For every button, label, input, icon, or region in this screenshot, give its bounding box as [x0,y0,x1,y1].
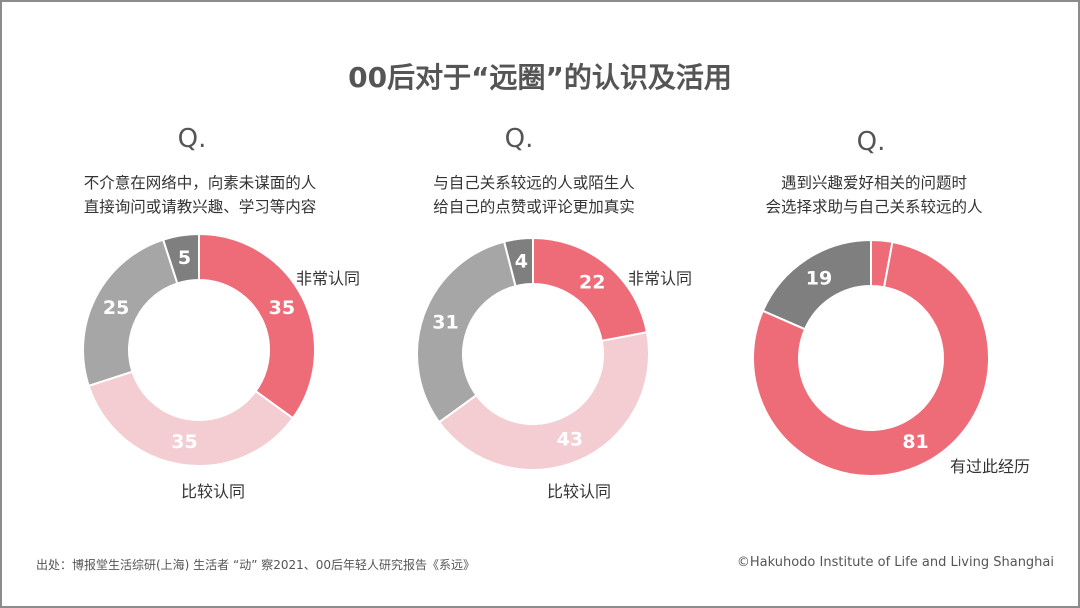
donut-3-value-label-3: 19 [806,268,832,290]
chart-2-question-line-2: 给自己的点赞或评论更加真实 [433,198,635,216]
chart-3-question: 遇到兴趣爱好相关的问题时 会选择求助与自己关系较远的人 [694,171,1054,219]
chart-2-question: 与自己关系较远的人或陌生人 给自己的点赞或评论更加真实 [354,171,714,219]
chart-3-question-line-2: 会选择求助与自己关系较远的人 [765,198,983,216]
copyright-note: ©Hakuhodo Institute of Life and Living S… [736,555,1054,570]
donut-1-category-label-1: 非常认同 [296,269,360,288]
donut-3-value-label-2: 81 [902,431,928,453]
chart-1-q-label: Q. [177,124,207,154]
donut-2-category-label-2: 比较认同 [547,482,611,501]
page-title: 00后对于“远圈”的认识及活用 [348,61,732,94]
donut-2-value-label-4: 4 [515,251,528,273]
donut-1-slice-2 [87,370,295,467]
donut-1-value-label-4: 5 [178,247,191,269]
donut-2-slice-4 [502,236,534,288]
donut-3-category-label-2: 有过此经历 [950,457,1030,476]
donut-2-value-label-2: 43 [557,428,583,450]
donut-1-value-label-1: 35 [269,297,295,319]
donut-2-value-label-3: 31 [432,311,458,333]
source-note: 出处：博报堂生活综研(上海) 生活者 “动” 察2021、00后年轻人研究报告《… [36,558,476,572]
chart-1-question-line-1: 不介意在网络中，向素未谋面的人 [83,174,317,192]
donut-1-value-label-3: 25 [103,297,129,319]
donut-chart-3: 81 19 有过此经历 [752,238,1030,477]
donut-1-category-label-2: 比较认同 [181,482,245,501]
donut-3-slice-2 [752,240,990,477]
donut-3-slice-3 [761,238,872,331]
donut-2-value-label-1: 22 [579,271,605,293]
donut-1-slice-1 [198,232,316,420]
chart-2-question-line-1: 与自己关系较远的人或陌生人 [433,174,635,192]
donut-1-value-label-2: 35 [171,431,197,453]
chart-3-question-line-1: 遇到兴趣爱好相关的问题时 [780,174,967,192]
donut-2-category-label-1: 非常认同 [628,269,692,288]
chart-2-q-label: Q. [504,124,534,154]
chart-1-question: 不介意在网络中，向素未谋面的人 直接询问或请教兴趣、学习等内容 [20,171,380,219]
donut-2-slice-3 [416,240,517,424]
donut-2-slice-2 [437,331,650,471]
donut-1-slice-4 [161,232,200,285]
chart-3-q-label: Q. [856,127,886,157]
donut-1-slice-3 [82,238,179,388]
chart-1-question-line-2: 直接询问或请教兴趣、学习等内容 [83,198,317,216]
